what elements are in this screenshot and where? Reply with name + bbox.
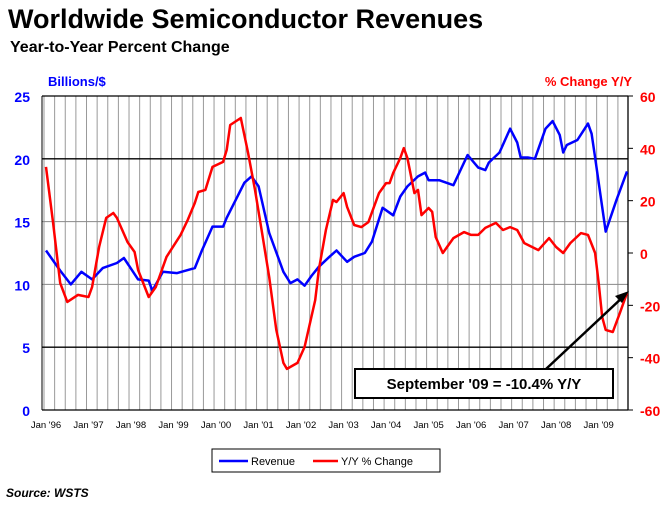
left-tick-label: 25 — [14, 89, 30, 105]
right-tick-label: 40 — [640, 141, 656, 157]
x-tick-label: Jan '06 — [456, 420, 486, 431]
left-axis-label: Billions/$ — [48, 74, 107, 89]
right-tick-label: -20 — [640, 298, 660, 314]
right-tick-label: 0 — [640, 246, 648, 262]
right-tick-label: -40 — [640, 351, 660, 367]
legend-label-revenue: Revenue — [251, 456, 295, 468]
x-tick-label: Jan '97 — [73, 420, 103, 431]
right-tick-label: -60 — [640, 403, 660, 419]
x-tick-label: Jan '99 — [158, 420, 188, 431]
x-tick-label: Jan '05 — [413, 420, 443, 431]
revenue-line — [44, 119, 629, 292]
arrowhead-icon — [615, 291, 629, 303]
x-tick-label: Jan '04 — [371, 420, 401, 431]
right-axis-label: % Change Y/Y — [545, 74, 633, 89]
annotation-text: September '09 = -10.4% Y/Y — [387, 376, 582, 393]
x-tick-label: Jan '02 — [286, 420, 316, 431]
annotation-arrow — [545, 295, 625, 370]
x-tick-label: Jan '09 — [583, 420, 613, 431]
x-tick-label: Jan '01 — [243, 420, 273, 431]
legend: Revenue Y/Y % Change — [211, 448, 441, 473]
x-tick-label: Jan '00 — [201, 420, 231, 431]
annotation: September '09 = -10.4% Y/Y — [354, 291, 629, 399]
annotation-box — [354, 368, 614, 399]
x-tick-label: Jan '08 — [541, 420, 571, 431]
source-note: Source: WSTS — [6, 486, 89, 500]
x-tick-label: Jan '03 — [328, 420, 358, 431]
axis-ticks: 0 5 10 15 20 25 -60 -40 -20 0 20 40 60 Jan '96 Jan '97… — [14, 89, 660, 431]
page-subtitle: Year-to-Year Percent Change — [10, 39, 230, 56]
yoy-change-line — [44, 116, 629, 371]
left-tick-label: 15 — [14, 215, 30, 231]
right-tick-label: 60 — [640, 89, 656, 105]
x-tick-label: Jan '96 — [31, 420, 61, 431]
x-tick-label: Jan '07 — [498, 420, 528, 431]
page-title: Worldwide Semiconductor Revenues — [8, 4, 484, 34]
left-tick-label: 10 — [14, 277, 30, 293]
x-tick-label: Jan '98 — [116, 420, 146, 431]
left-tick-label: 5 — [22, 340, 30, 356]
left-tick-label: 20 — [14, 152, 30, 168]
series-lines — [44, 116, 629, 371]
left-tick-label: 0 — [22, 403, 30, 419]
legend-label-change: Y/Y % Change — [341, 456, 413, 468]
grid — [41, 95, 629, 411]
right-tick-label: 20 — [640, 194, 656, 210]
